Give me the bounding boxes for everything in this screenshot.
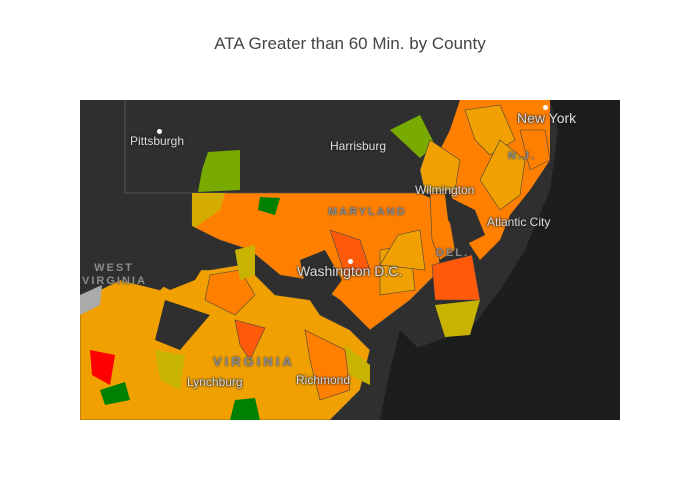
county[interactable] [435, 300, 480, 337]
county[interactable] [379, 229, 426, 271]
county[interactable] [519, 129, 551, 171]
county[interactable] [235, 245, 255, 280]
city-marker [543, 105, 548, 110]
county[interactable] [479, 139, 526, 211]
county[interactable] [390, 115, 435, 158]
chesapeake-bay [380, 330, 420, 420]
county[interactable] [230, 398, 260, 420]
city-label-pittsburgh: Pittsburgh [130, 134, 185, 148]
state-label-west-virginia: WEST VIRGINIA [82, 262, 147, 287]
city-label-new-york: New York [517, 110, 577, 126]
state-label-new-jersey: N.J. [508, 150, 537, 162]
county[interactable] [234, 319, 266, 361]
county[interactable] [329, 229, 371, 276]
city-label-washington-dc: Washington D.C. [297, 263, 403, 279]
city-label-harrisburg: Harrisburg [330, 139, 387, 153]
county[interactable] [192, 193, 225, 230]
land [80, 200, 220, 290]
county[interactable] [90, 350, 115, 385]
city-marker [157, 129, 162, 134]
county[interactable] [80, 285, 102, 315]
state-label-maryland: MARYLAND [328, 206, 407, 218]
county[interactable] [429, 192, 456, 261]
county[interactable] [100, 382, 130, 405]
map-layer [80, 100, 620, 420]
county[interactable] [204, 269, 256, 316]
county[interactable] [419, 139, 461, 194]
county[interactable] [304, 329, 351, 401]
choropleth-map[interactable]: Pittsburgh Harrisburg New York Wilmingto… [80, 100, 620, 420]
city-label-richmond: Richmond [296, 373, 351, 387]
county[interactable] [155, 350, 185, 390]
city-label-wilmington: Wilmington [415, 183, 475, 197]
city-label-lynchburg: Lynchburg [187, 375, 243, 389]
county[interactable] [198, 150, 240, 192]
city-marker [348, 259, 353, 264]
land [155, 300, 210, 350]
state-label-delaware: DEL. [436, 247, 470, 259]
land [445, 195, 485, 245]
city-label-atlantic-city: Atlantic City [487, 215, 551, 229]
state-label-virginia: VIRGINIA [213, 354, 295, 369]
ocean [380, 100, 620, 420]
county[interactable] [258, 197, 280, 215]
county[interactable] [345, 345, 370, 385]
chart-title: ATA Greater than 60 Min. by County [214, 34, 486, 53]
land [300, 250, 342, 310]
